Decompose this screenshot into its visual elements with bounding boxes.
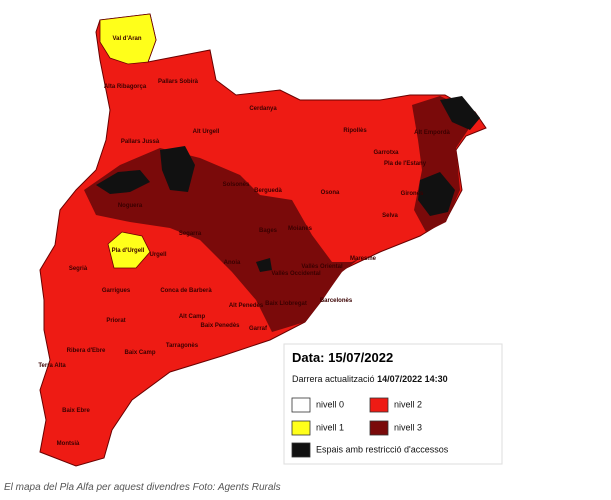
legend-label: nivell 0 (316, 399, 344, 409)
map-shapes (39, 13, 487, 467)
legend-box (283, 343, 503, 465)
region-label: Priorat (106, 318, 125, 324)
level-3-zone (84, 148, 360, 332)
legend-swatch (369, 397, 389, 413)
region-label: Alta Ribagorça (104, 84, 147, 90)
region-label: Noguera (118, 203, 143, 209)
region-label: Segrià (69, 266, 88, 272)
region-label: Ribera d'Ebre (67, 348, 106, 354)
region-label: Baix Ebre (62, 408, 90, 414)
region-label: Maresme (350, 256, 377, 262)
region-label: Baix Llobregat (265, 301, 307, 307)
region-label: Alt Empordà (414, 130, 450, 136)
date-label: Data: (292, 350, 325, 365)
caption: El mapa del Pla Alfa per aquest divendre… (4, 482, 281, 493)
updated-label: Darrera actualització (292, 374, 375, 384)
region-label: Garrotxa (373, 150, 399, 156)
region-label: Alt Camp (179, 314, 206, 320)
region-label: Alt Penedès (229, 303, 264, 309)
legend-swatch (369, 420, 389, 436)
region-label: Solsonès (223, 182, 250, 188)
region-label: Baix Camp (124, 350, 155, 356)
region-label: Pla d'Urgell (112, 248, 145, 254)
legend-label: nivell 2 (394, 399, 422, 409)
region-label: Anoia (224, 260, 241, 266)
region-label: Bages (259, 228, 278, 234)
legend-label: nivell 1 (316, 422, 344, 432)
region-label: Cerdanya (249, 106, 277, 112)
region-label: Selva (382, 213, 398, 219)
region-label: Vallès Oriental (301, 264, 343, 270)
updated: 14/07/2022 14:30 (377, 374, 448, 384)
region-label: Pla de l'Estany (384, 161, 427, 167)
region-label: Montsià (57, 441, 80, 447)
region-labels: Val d'Aran Alta Ribagorça Pallars Sobirà Pa… (38, 36, 450, 447)
legend-label: nivell 3 (394, 422, 422, 432)
legend-label: Espais amb restricció d'accessos (316, 444, 449, 454)
legend-items: nivell 0 nivell 2 nivell 1 nivell 3 Espais a… (291, 397, 449, 458)
region-label: Val d'Aran (112, 36, 141, 42)
date: 15/07/2022 (328, 350, 393, 365)
region-label: Garraf (249, 326, 268, 332)
level-1-zone (99, 13, 157, 65)
legend-swatch (291, 397, 311, 413)
region-label: Ripollès (343, 128, 367, 134)
region-label: Baix Penedès (200, 323, 240, 329)
region-label: Pallars Sobirà (158, 79, 199, 85)
region-label: Terra Alta (38, 363, 66, 369)
region-label: Vallès Occidental (271, 271, 321, 277)
level-1-zone (107, 231, 151, 269)
legend-updated: Darrera actualització 14/07/2022 14:30 (292, 374, 448, 384)
region-label: Garrigues (102, 288, 131, 294)
restricted-area (440, 96, 480, 130)
restricted-area (96, 170, 150, 194)
restricted-area (256, 258, 272, 272)
legend-swatch (291, 420, 311, 436)
region-label: Pallars Jussà (121, 139, 160, 145)
region-label: Alt Urgell (193, 129, 220, 135)
restricted-area (160, 146, 195, 192)
region-label: Berguedà (254, 188, 282, 194)
legend-date: Data: 15/07/2022 (292, 350, 393, 365)
region-label: Osona (321, 190, 340, 196)
region-label: Moianès (288, 226, 313, 232)
legend-swatch (291, 442, 311, 458)
region-label: Segarra (179, 231, 202, 237)
region-label: Conca de Barberà (160, 288, 212, 294)
restricted-area (418, 172, 455, 216)
region-label: Tarragonès (166, 343, 199, 349)
region-label: Gironès (401, 191, 424, 197)
region-label: Urgell (149, 252, 166, 258)
region-label: Barcelonès (320, 298, 353, 304)
